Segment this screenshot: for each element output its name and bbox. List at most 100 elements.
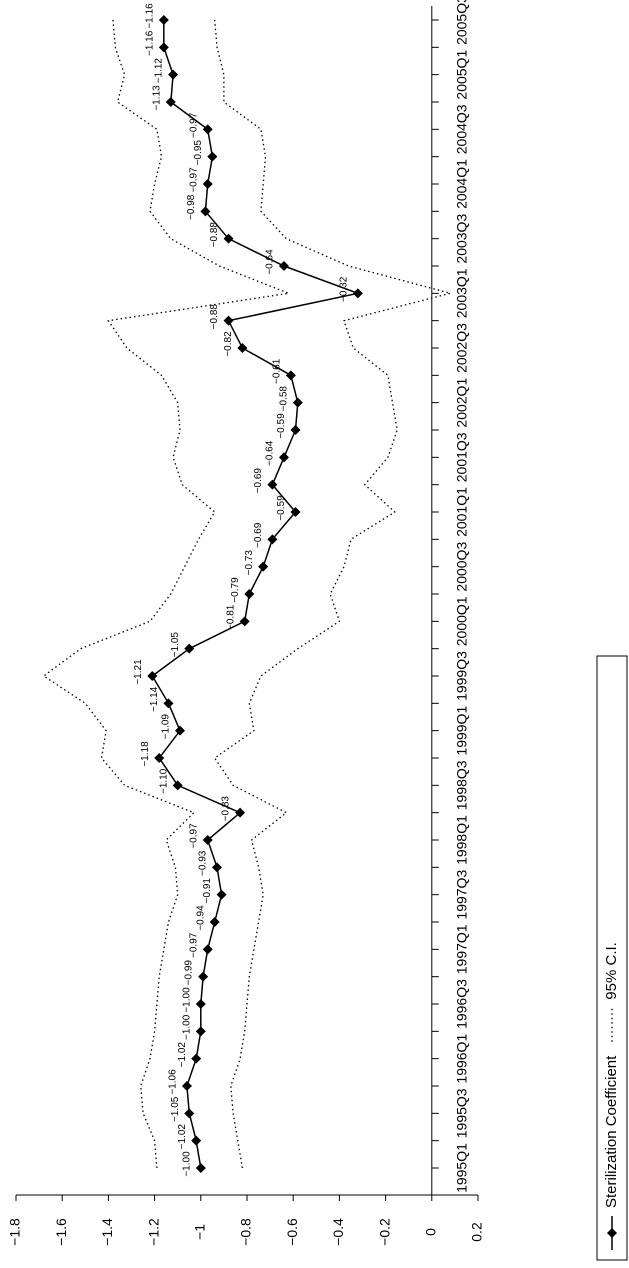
marker — [154, 753, 165, 763]
data-label: −1.05 — [170, 632, 181, 658]
marker — [352, 288, 363, 299]
marker — [216, 889, 227, 900]
marker — [181, 1081, 192, 1091]
value-tick-label: −0.4 — [330, 1218, 346, 1246]
data-label: −1.06 — [168, 1069, 179, 1095]
marker — [239, 616, 250, 627]
category-label: 1995Q3 — [454, 1088, 470, 1138]
marker — [195, 1026, 206, 1037]
marker — [290, 507, 301, 517]
legend-label: 95% C.I. — [603, 942, 620, 1000]
data-label: −0.97 — [188, 112, 199, 138]
legend-box — [596, 655, 628, 1261]
data-label: −0.58 — [278, 386, 289, 412]
category-label: 1997Q3 — [454, 870, 470, 920]
marker — [267, 479, 278, 490]
category-label: 2000Q1 — [454, 596, 470, 646]
marker — [278, 452, 289, 463]
data-label: −0.73 — [244, 550, 255, 576]
data-label: −0.82 — [223, 331, 234, 357]
marker — [244, 589, 255, 599]
data-label: −0.61 — [272, 358, 283, 384]
data-label: −1.21 — [133, 659, 144, 685]
category-label: 1996Q3 — [454, 979, 470, 1029]
value-tick-label: −1.8 — [7, 1218, 23, 1246]
data-label: −1.09 — [161, 714, 172, 740]
value-tick-label: 0.2 — [469, 1222, 485, 1242]
category-label: 2001Q3 — [454, 432, 470, 482]
marker — [202, 944, 213, 955]
marker — [258, 561, 269, 572]
marker — [207, 151, 218, 162]
data-label: −0.97 — [188, 167, 199, 193]
legend-label: Sterilization Coefficient — [603, 1055, 620, 1208]
marker — [168, 69, 179, 80]
category-label: 1999Q3 — [454, 651, 470, 701]
marker — [292, 397, 303, 408]
marker — [202, 124, 213, 135]
marker — [202, 179, 213, 189]
data-label: −0.94 — [195, 905, 206, 931]
data-label: −0.81 — [225, 604, 236, 630]
data-label: −0.88 — [209, 222, 220, 248]
marker — [237, 343, 248, 353]
marker — [223, 233, 234, 244]
data-label: −0.91 — [202, 878, 213, 904]
data-label: −1.18 — [140, 741, 151, 767]
category-label: 2000Q3 — [454, 542, 470, 592]
marker — [165, 97, 176, 107]
marker — [163, 698, 174, 709]
category-label: 2004Q1 — [454, 159, 470, 209]
data-label: −1.02 — [177, 1042, 188, 1068]
data-label: −1.14 — [149, 686, 160, 712]
value-tick-label: −1.4 — [99, 1218, 115, 1246]
data-label: −0.59 — [276, 495, 287, 521]
data-label: −0.83 — [221, 796, 232, 822]
data-label: −0.98 — [186, 194, 197, 220]
marker — [175, 725, 186, 736]
marker — [184, 643, 195, 654]
value-tick-label: −0.2 — [376, 1218, 392, 1246]
category-label: 2004Q3 — [454, 104, 470, 154]
marker — [278, 261, 289, 271]
category-label: 1999Q1 — [454, 706, 470, 756]
data-label: −0.95 — [193, 140, 204, 166]
marker — [267, 534, 278, 545]
marker — [158, 15, 169, 25]
category-label: 2003Q1 — [454, 268, 470, 318]
data-label: −1.00 — [181, 1014, 192, 1040]
data-label: −0.79 — [230, 577, 241, 603]
value-tick-label: −1 — [192, 1224, 208, 1240]
marker — [195, 1163, 206, 1173]
data-label: −0.32 — [339, 276, 350, 302]
category-label: 1998Q1 — [454, 815, 470, 865]
marker — [147, 671, 158, 681]
marker — [198, 971, 209, 982]
value-tick-label: −1.2 — [145, 1218, 161, 1246]
data-label: −1.02 — [177, 1124, 188, 1150]
category-label: 2003Q3 — [454, 214, 470, 264]
data-label: −0.97 — [188, 823, 199, 849]
category-label: 2005Q1 — [454, 50, 470, 100]
marker — [191, 1053, 202, 1064]
data-label: −0.69 — [253, 468, 264, 494]
marker — [200, 206, 211, 217]
data-label: −1.05 — [170, 1096, 181, 1122]
data-label: −1.16 — [144, 3, 155, 29]
data-label: −1.12 — [154, 58, 165, 84]
category-label: 2005Q3 — [454, 0, 470, 45]
category-label: 2001Q1 — [454, 487, 470, 537]
marker — [223, 315, 234, 326]
marker — [235, 807, 246, 818]
marker — [285, 370, 296, 381]
data-label: −1.16 — [144, 30, 155, 56]
data-label: −0.69 — [253, 522, 264, 548]
marker — [191, 1135, 202, 1146]
marker — [211, 862, 222, 873]
data-label: −0.93 — [198, 850, 209, 876]
marker — [195, 999, 206, 1009]
data-label: −0.97 — [188, 932, 199, 958]
marker — [209, 917, 220, 927]
category-label: 1998Q3 — [454, 760, 470, 810]
